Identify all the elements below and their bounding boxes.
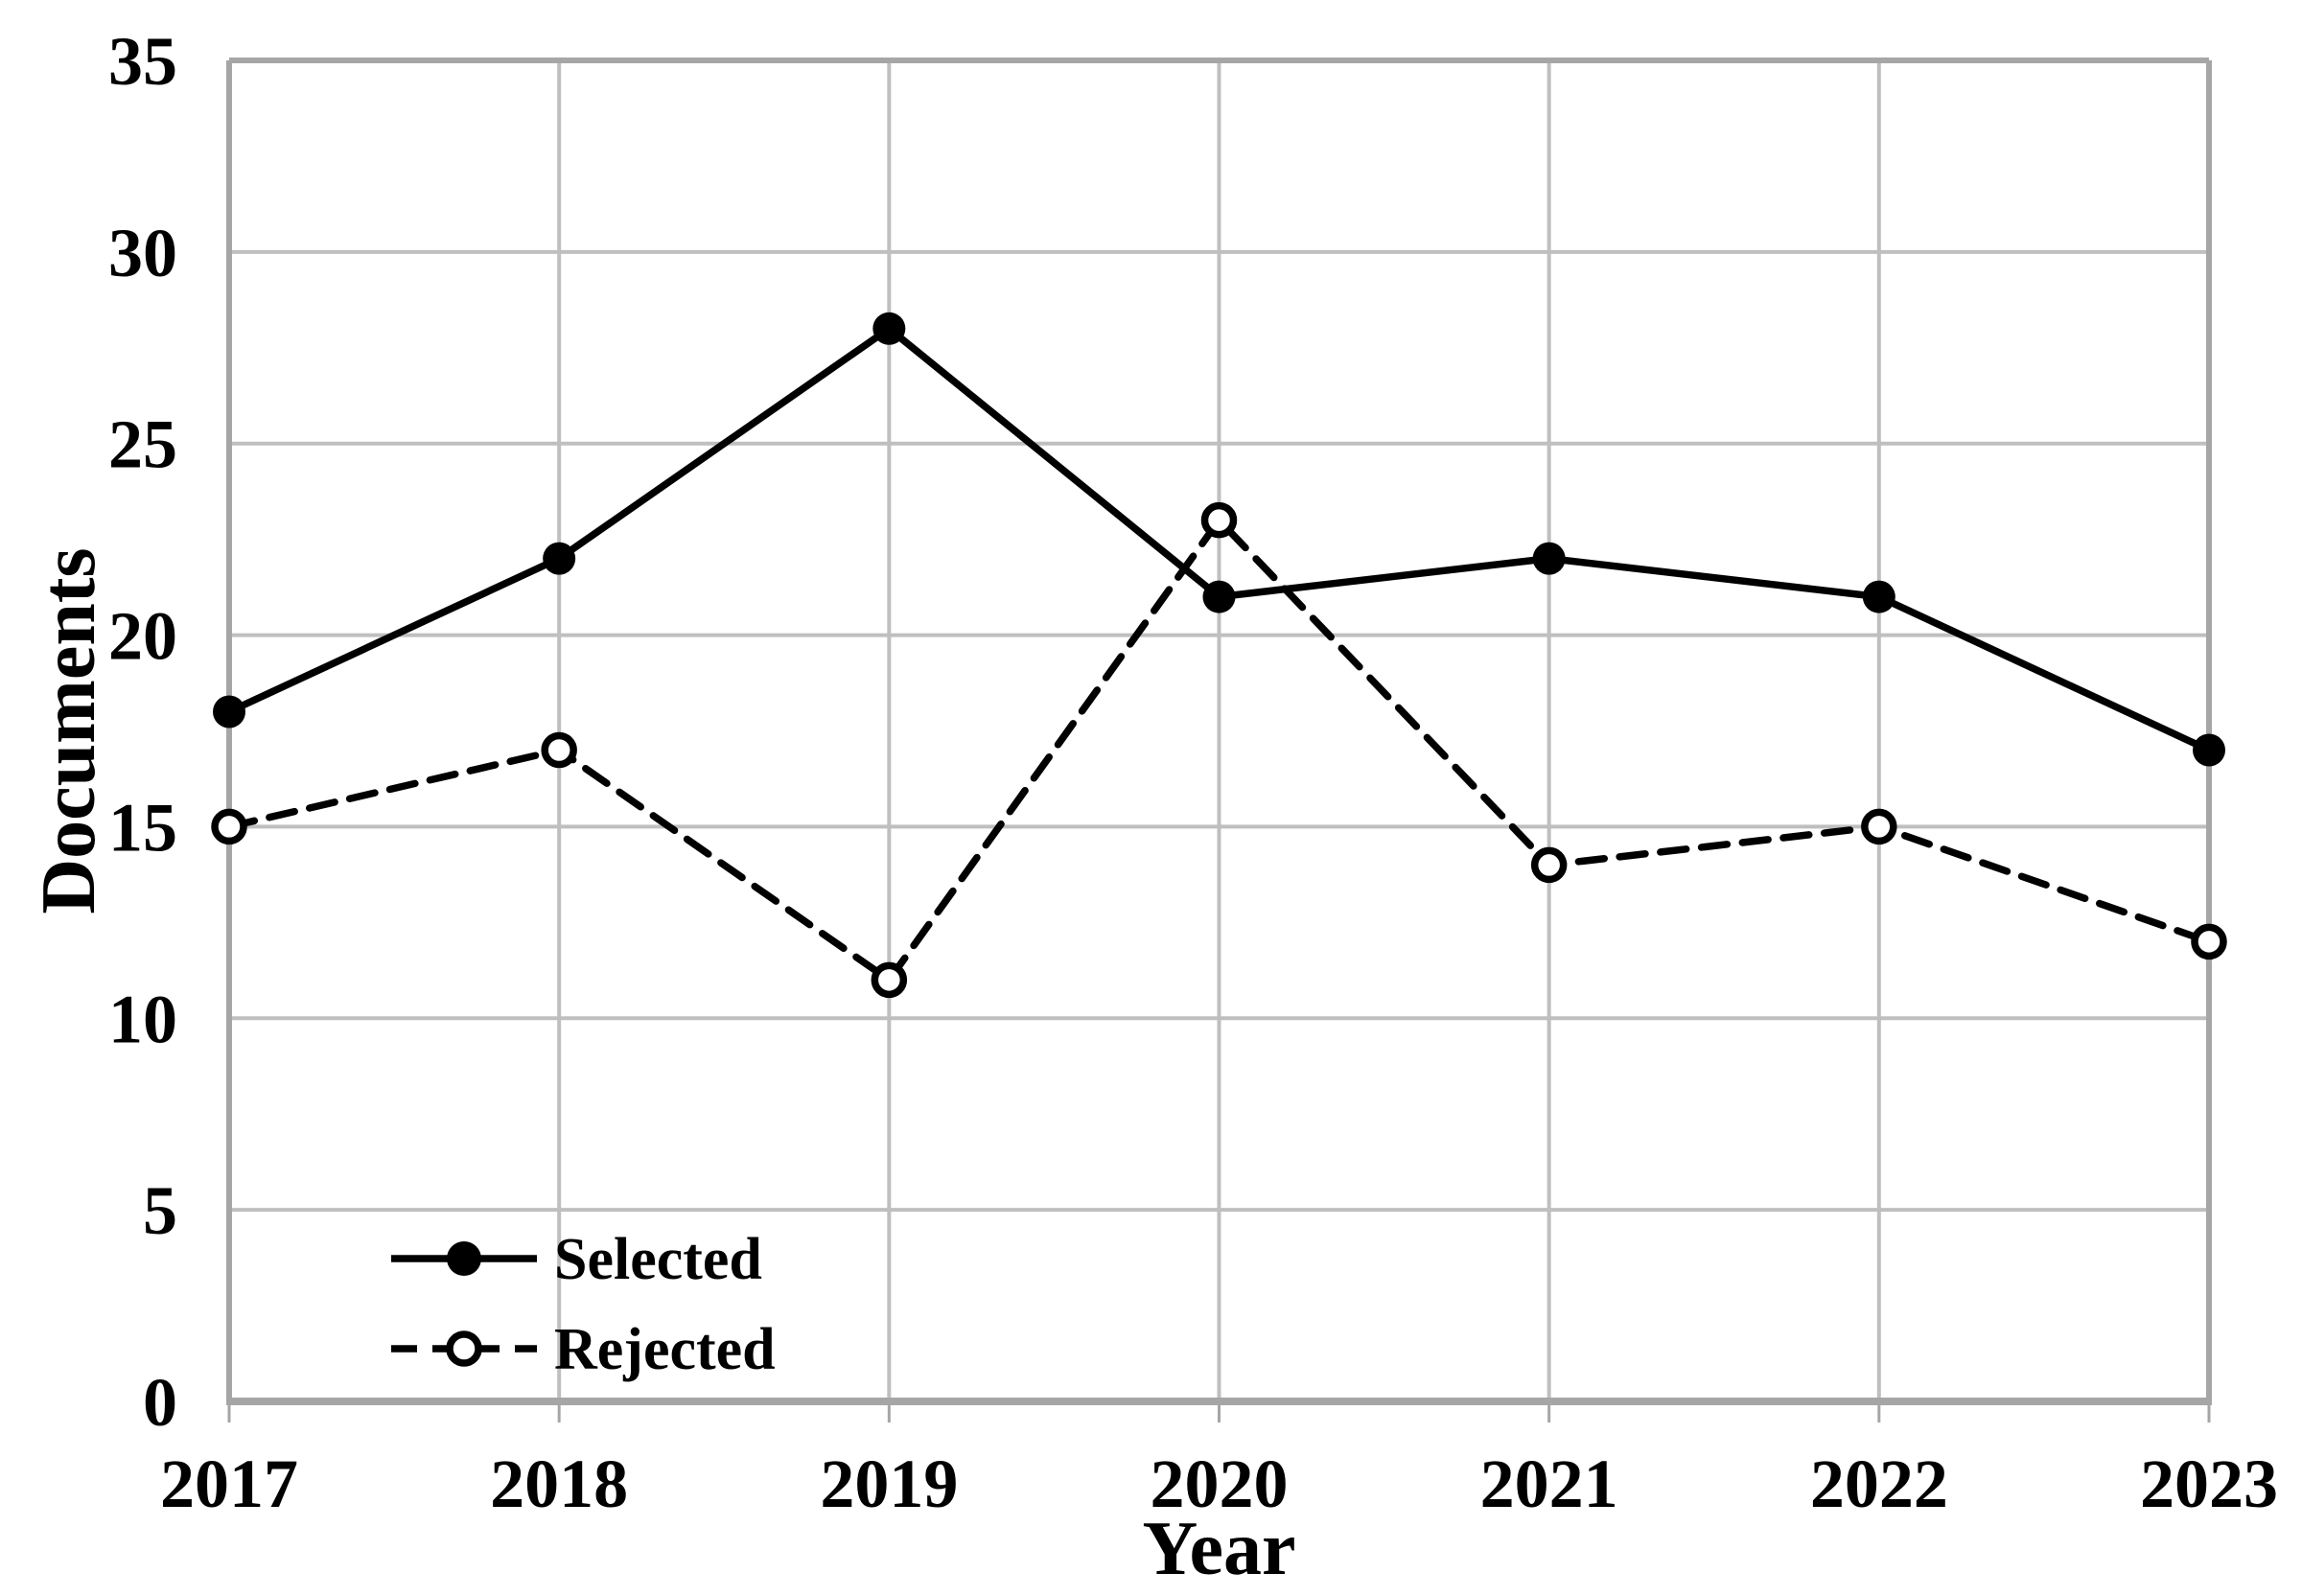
data-point-selected-2022: [1862, 580, 1895, 613]
x-tick-label: 2019: [820, 1446, 958, 1522]
data-point-rejected-2023: [2191, 923, 2227, 960]
y-tick-label: 35: [108, 23, 177, 100]
legend-label-selected: Selected: [554, 1227, 762, 1292]
x-tick-label: 2022: [1810, 1446, 1948, 1522]
data-point-rejected-2017: [211, 808, 247, 845]
legend-label-rejected: Rejected: [554, 1317, 776, 1382]
data-point-rejected-2019: [871, 961, 908, 999]
x-tick-label: 2018: [490, 1446, 628, 1522]
x-tick-label: 2023: [2140, 1446, 2278, 1522]
y-tick-label: 30: [108, 215, 177, 291]
y-axis-title: Documents: [27, 547, 111, 914]
y-tick-label: 5: [143, 1172, 177, 1249]
data-point-selected-2021: [1532, 542, 1566, 575]
data-point-rejected-2020: [1200, 501, 1238, 539]
data-point-selected-2019: [872, 312, 906, 345]
data-point-rejected-2022: [1861, 808, 1897, 845]
legend-marker-selected: [447, 1241, 481, 1276]
legend-marker-rejected: [446, 1330, 482, 1367]
x-axis-title: Year: [1143, 1507, 1296, 1591]
data-point-selected-2017: [213, 695, 245, 729]
y-tick-label: 15: [108, 789, 177, 866]
data-point-rejected-2021: [1530, 846, 1568, 884]
data-point-selected-2020: [1202, 580, 1236, 613]
data-point-selected-2023: [2193, 733, 2225, 767]
y-tick-label: 25: [108, 406, 177, 483]
data-point-selected-2018: [543, 542, 576, 575]
x-tick-label: 2021: [1480, 1446, 1618, 1522]
x-tick-label: 2020: [1151, 1446, 1289, 1522]
y-tick-label: 20: [108, 598, 177, 675]
data-point-rejected-2018: [541, 731, 577, 769]
y-tick-label: 10: [108, 981, 177, 1057]
y-tick-label: 0: [143, 1364, 177, 1441]
x-tick-label: 2017: [160, 1446, 298, 1522]
